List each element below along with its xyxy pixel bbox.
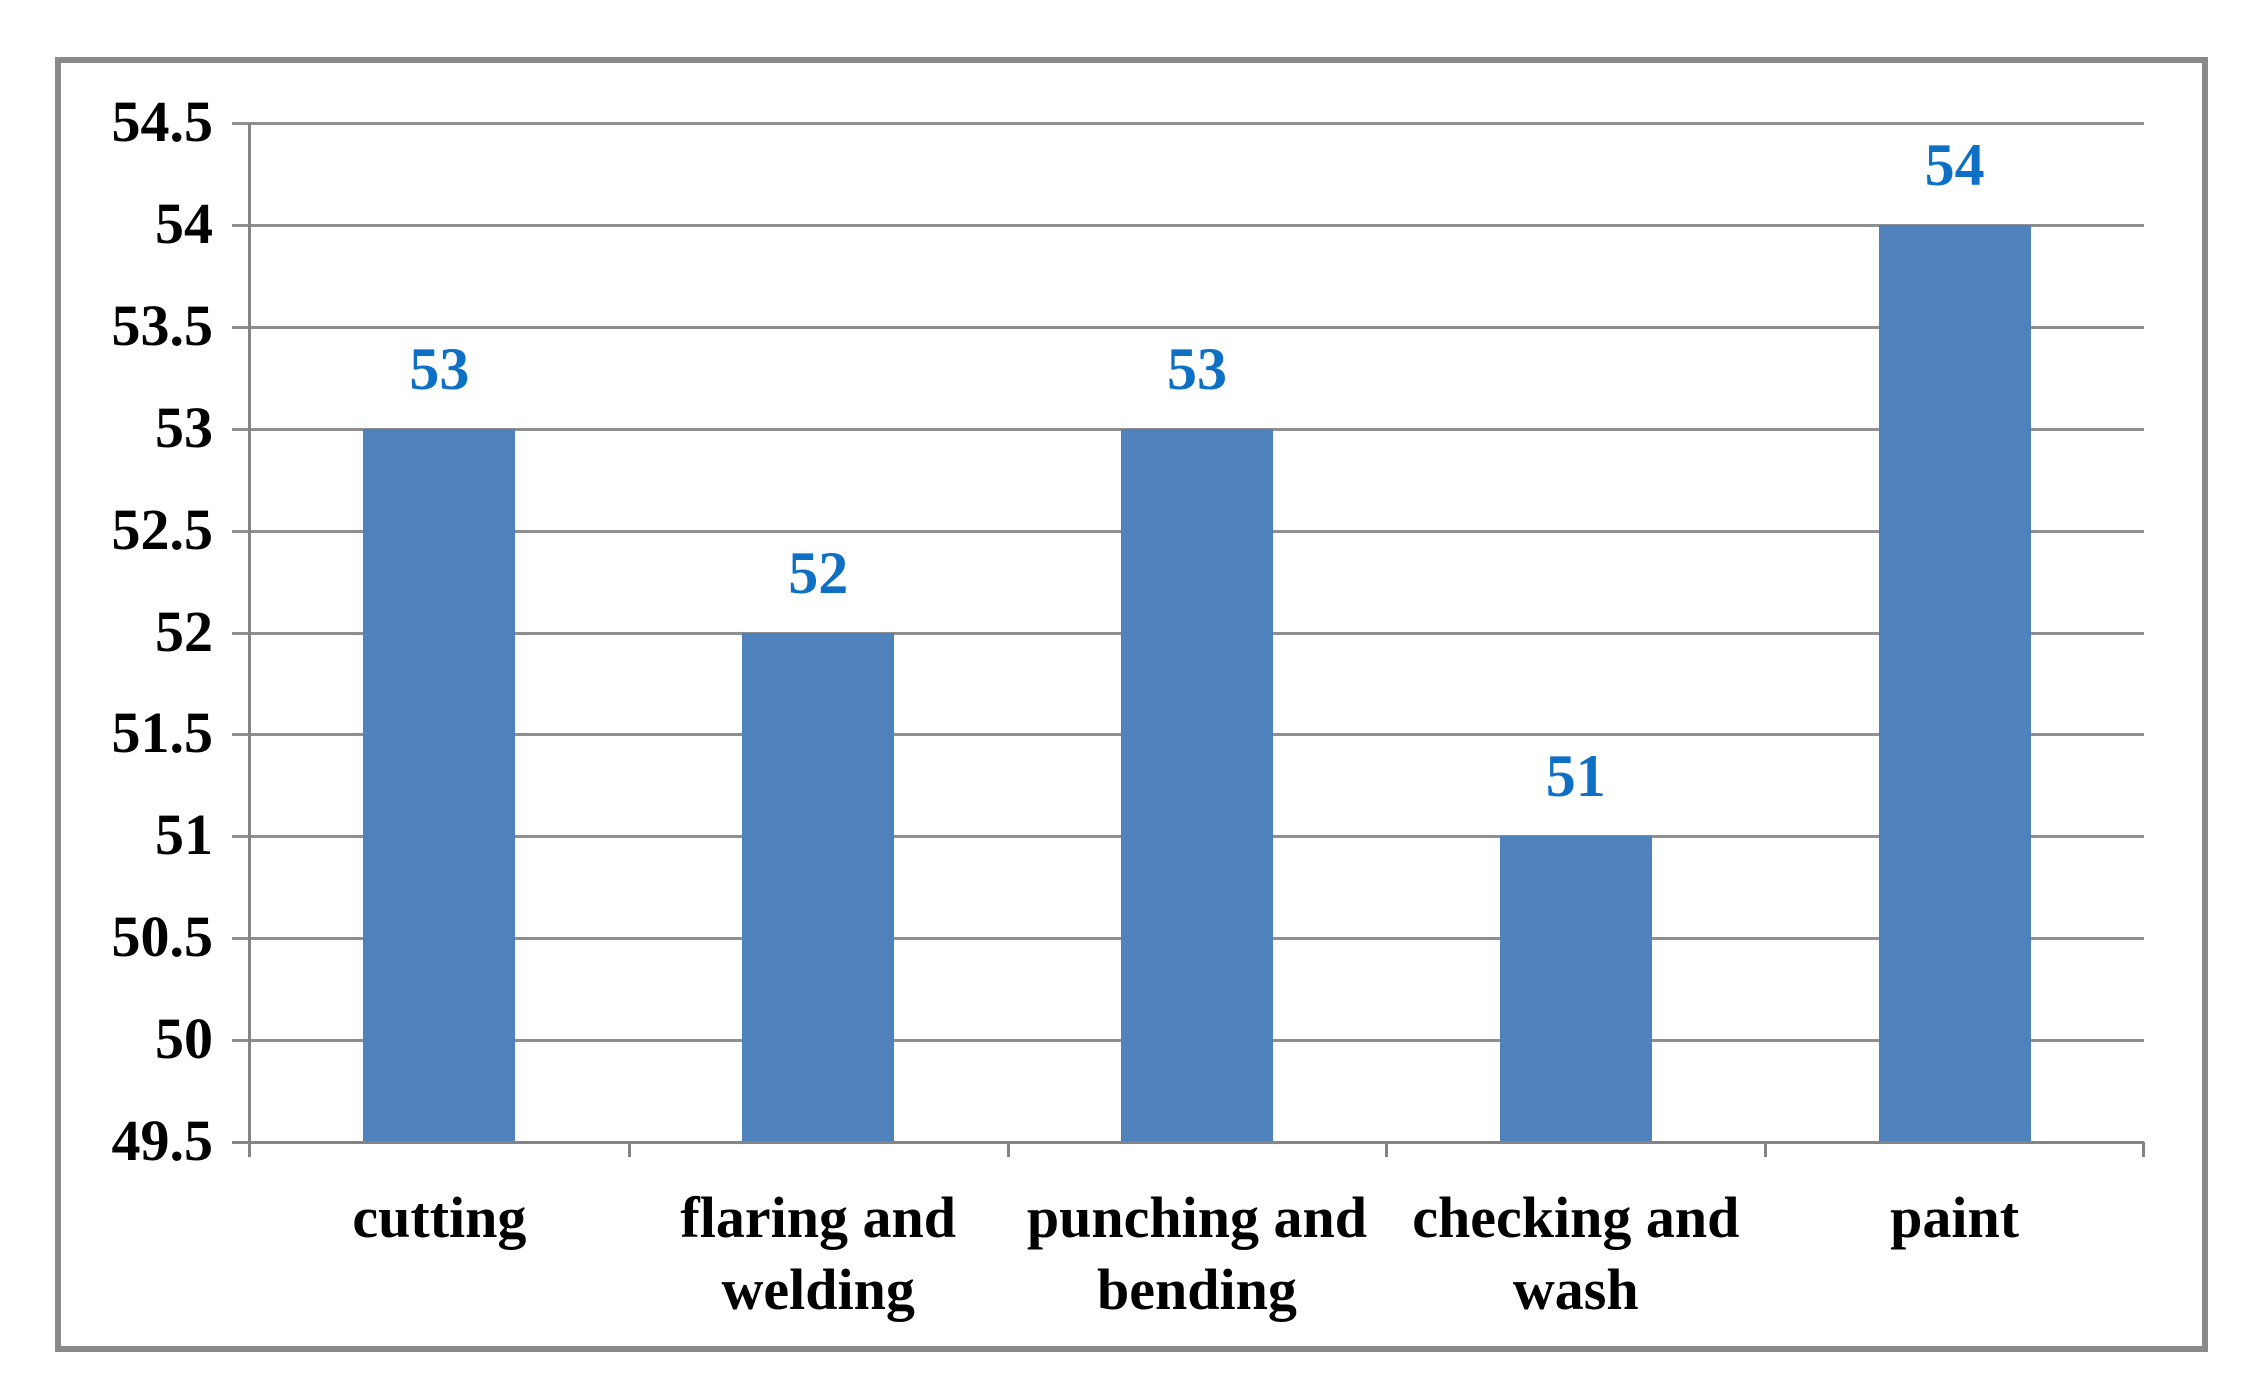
y-tick-label: 52 <box>155 598 213 664</box>
y-tick-label: 53 <box>155 394 213 460</box>
bar <box>742 632 895 1142</box>
gridline <box>232 223 2144 227</box>
y-tick-label: 54.5 <box>111 89 214 154</box>
bar <box>1499 836 1652 1142</box>
y-tick-label: 50.5 <box>111 904 214 970</box>
x-axis-line <box>232 1141 2144 1144</box>
category-label: cutting <box>352 1185 527 1250</box>
bar-data-label: 53 <box>409 335 470 402</box>
plot-area: 54.5 54 53.5 53 52.5 52 51.5 51 50.5 50 49.5 53 cutt… <box>112 89 2145 1322</box>
bar <box>1878 224 2031 1142</box>
y-tick-label: 51.5 <box>111 700 214 766</box>
category-tick <box>1006 1142 1010 1157</box>
category-label: checking and wash <box>1412 1185 1740 1322</box>
category-tick <box>1764 1142 1768 1157</box>
bar-data-label: 53 <box>1166 335 1227 402</box>
bar-data-label: 52 <box>788 539 849 606</box>
bar <box>363 428 516 1142</box>
y-tick-label: 51 <box>155 802 213 868</box>
y-tick-label: 53.5 <box>111 292 214 358</box>
y-tick-label: 52.5 <box>111 496 214 562</box>
bar-data-label: 51 <box>1545 743 1606 810</box>
y-tick-label: 50 <box>155 1006 213 1072</box>
y-tick-label: 49.5 <box>111 1108 214 1173</box>
category-tick <box>1385 1142 1389 1157</box>
category-label: paint <box>1890 1185 2020 1250</box>
y-tick-label: 54 <box>155 190 213 256</box>
bar-data-label: 54 <box>1924 131 1985 198</box>
y-axis-line <box>248 123 251 1157</box>
gridline <box>232 325 2144 329</box>
category-tick <box>2142 1142 2145 1157</box>
category-label: flaring and welding <box>680 1185 956 1322</box>
bar <box>1121 428 1273 1142</box>
gridline <box>232 122 2144 125</box>
category-tick <box>627 1142 631 1157</box>
chart-border-frame: 54.5 54 53.5 53 52.5 52 51.5 51 50.5 50 49.5 53 cutt… <box>55 57 2208 1352</box>
category-label: punching and bending <box>1026 1185 1368 1322</box>
